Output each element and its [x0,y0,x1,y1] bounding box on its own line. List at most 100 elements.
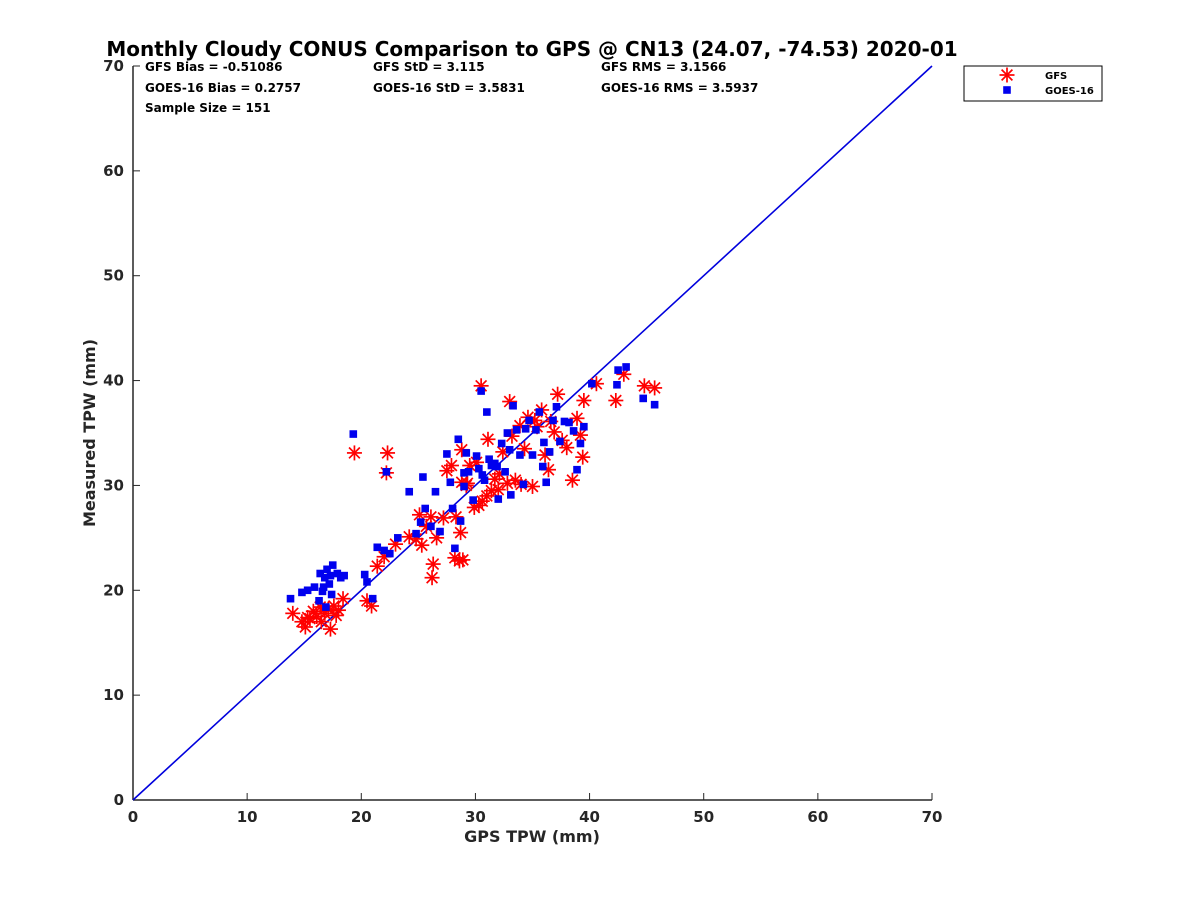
point-goes-16-9 [328,561,337,569]
point-goes-16-55 [509,401,517,410]
y-tick-label-6: 60 [103,162,124,180]
x-tick-label-6: 60 [807,808,828,826]
y-tick-label-1: 10 [103,686,124,704]
point-goes-16-30 [427,522,435,531]
series-gfs [285,366,663,637]
point-goes-16-56 [512,426,521,434]
point-goes-16-70 [560,417,569,426]
point-goes-16-10 [333,569,342,578]
legend-gfs-label: GFS [1045,71,1067,82]
point-goes-16-6 [320,573,329,582]
y-tick-label-2: 20 [103,581,124,599]
x-tick-label-4: 40 [579,808,600,826]
x-tick-label-7: 70 [922,808,943,826]
point-goes-16-72 [569,427,578,435]
point-gfs-72 [575,449,591,465]
point-gfs-78 [647,380,663,396]
point-goes-16-66 [545,448,554,456]
point-goes-16-68 [552,402,561,411]
point-goes-16-59 [521,425,530,433]
point-goes-16-62 [532,426,540,434]
point-gfs-18 [369,558,385,574]
stat-gfs-bias: GFS Bias = -0.51086 [145,60,282,74]
point-goes-16-20 [373,543,382,552]
stat-goes-bias: GOES-16 Bias = 0.2757 [145,81,301,95]
stat-gfs-rms: GFS RMS = 3.1566 [601,60,726,74]
point-goes-16-77 [613,380,621,389]
stat-goes-std: GOES-16 StD = 3.5831 [373,81,525,95]
point-goes-16-63 [535,408,544,416]
point-gfs-66 [550,386,566,402]
point-goes-16-79 [622,363,630,371]
point-goes-16-33 [443,450,451,458]
legend-goes-marker [1003,86,1011,94]
stat-sample-size: Sample Size = 151 [145,101,271,115]
point-goes-16-34 [448,504,457,513]
point-goes-16-78 [614,366,622,374]
point-goes-16-12 [322,603,330,611]
point-goes-16-41 [469,496,477,504]
point-goes-16-15 [316,569,324,578]
point-goes-16-73 [573,465,581,474]
point-goes-16-67 [549,416,557,425]
point-gfs-30 [425,556,441,572]
point-goes-16-58 [519,480,528,489]
legend-gfs-asterisk [999,67,1015,83]
point-goes-16-25 [405,487,414,496]
point-goes-16-60 [525,416,533,425]
point-goes-16-61 [528,451,537,459]
point-gfs-69 [564,472,580,488]
point-goes-16-38 [460,469,468,477]
y-axis-label: Measured TPW (mm) [80,339,99,527]
point-goes-16-39 [462,449,471,457]
point-goes-16-27 [416,518,425,526]
point-gfs-75 [608,392,624,408]
point-gfs-26 [414,537,430,553]
point-goes-16-54 [507,491,515,499]
point-goes-16-57 [516,451,524,459]
stat-goes-rms: GOES-16 RMS = 3.5937 [601,81,758,95]
point-goes-16-89 [446,478,455,487]
legend: GFS GOES-16 [963,65,1103,102]
point-goes-16-28 [419,473,427,481]
axis-ticks: 0 10 20 30 40 50 60 70 0 10 20 30 40 50 60 70 [103,57,942,826]
point-goes-16-46 [483,408,491,416]
point-goes-16-80 [639,394,648,403]
point-goes-16-35 [451,544,459,553]
x-axis-label: GPS TPW (mm) [464,827,600,846]
point-goes-16-84 [460,482,468,491]
point-goes-16-86 [505,445,514,454]
plot-area [132,66,932,801]
point-goes-16-52 [501,467,509,476]
point-goes-16-21 [380,546,388,555]
point-goes-16-14 [340,571,348,580]
point-gfs-58 [517,441,533,457]
point-goes-16-69 [556,437,564,446]
point-goes-16-3 [310,583,319,591]
point-goes-16-76 [588,379,596,388]
series-layer [285,363,663,637]
point-goes-16-75 [580,422,588,431]
legend-gfs-marker [999,67,1015,83]
point-goes-16-26 [412,529,420,538]
x-tick-label-5: 50 [693,808,714,826]
point-gfs-20 [346,445,362,461]
point-gfs-38 [453,525,469,541]
point-goes-16-82 [326,571,335,580]
point-goes-16-18 [363,578,371,586]
point-goes-16-37 [456,517,465,525]
point-goes-16-43 [475,464,483,473]
point-gfs-81 [490,482,506,498]
point-goes-16-22 [382,467,391,476]
point-goes-16-65 [542,478,550,487]
y-tick-label-7: 70 [103,57,124,75]
point-gfs-9 [322,621,338,637]
point-gfs-13 [313,614,329,630]
point-goes-16-36 [454,435,463,444]
point-gfs-28 [423,509,439,525]
point-gfs-31 [424,570,440,586]
point-gfs-15 [328,607,344,623]
point-goes-16-74 [576,439,585,448]
point-goes-16-0 [286,594,295,603]
